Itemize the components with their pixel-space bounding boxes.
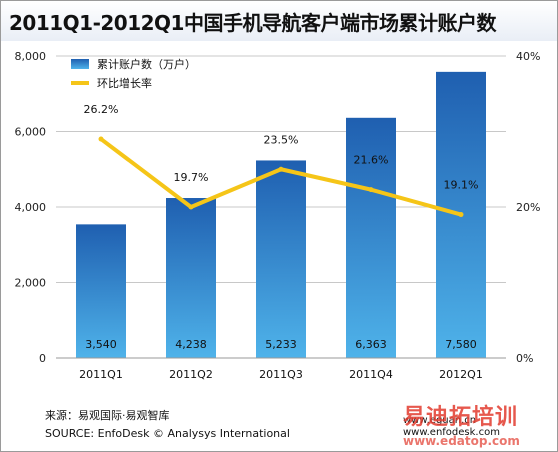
- bar: [346, 117, 396, 358]
- source-cn: 来源：易观国际·易观智库: [45, 409, 170, 422]
- growth-point: [368, 187, 374, 193]
- growth-point: [188, 204, 194, 210]
- line-layer: [98, 136, 464, 218]
- bar: [76, 224, 126, 358]
- x-tick-label: 2011Q3: [259, 368, 303, 381]
- site-url-1: www.eguan.cn: [403, 415, 477, 426]
- left-tick-label: 0: [39, 352, 46, 365]
- bar-value-label: 7,580: [445, 338, 477, 351]
- bar-value-label: 5,233: [265, 338, 297, 351]
- legend-swatch-bar: [71, 59, 89, 69]
- growth-label: 26.2%: [84, 103, 119, 116]
- growth-label: 19.1%: [444, 179, 479, 192]
- right-tick-label: 0%: [516, 352, 533, 365]
- right-tick-label: 40%: [516, 50, 540, 63]
- x-tick-label: 2011Q4: [349, 368, 393, 381]
- bar: [256, 160, 306, 358]
- label-layer: 3,540 4,238 5,233 6,363 7,580 26.2% 19.7% 23.5%…: [84, 103, 479, 351]
- x-tick-label: 2011Q2: [169, 368, 213, 381]
- growth-label: 19.7%: [174, 171, 209, 184]
- site-url-2: www.enfodesk.com: [403, 427, 500, 438]
- growth-label: 21.6%: [354, 154, 389, 167]
- growth-point: [458, 212, 464, 218]
- bar-value-label: 4,238: [175, 338, 207, 351]
- title-bar: 2011Q1-2012Q1中国手机导航客户端市场累计账户数: [1, 1, 557, 41]
- x-tick-label: 2012Q1: [439, 368, 483, 381]
- legend-label-bar: 累计账户数（万户）: [97, 57, 196, 71]
- growth-label: 23.5%: [264, 133, 299, 146]
- left-tick-label: 6,000: [15, 126, 47, 139]
- left-tick-label: 8,000: [15, 50, 47, 63]
- x-tick-label: 2011Q1: [79, 368, 123, 381]
- growth-point: [98, 136, 104, 142]
- chart-title: 2011Q1-2012Q1中国手机导航客户端市场累计账户数: [9, 11, 496, 35]
- watermark-text: 易迪拓培训: [403, 405, 519, 430]
- axis-layer: 0 2,000 4,000 6,000 8,000 0% 20% 40% 2011Q1 2011Q…: [15, 50, 541, 381]
- legend: 累计账户数（万户） 环比增长率: [71, 57, 196, 90]
- right-tick-label: 20%: [516, 201, 540, 214]
- bar-value-label: 3,540: [85, 338, 117, 351]
- growth-point: [278, 166, 284, 172]
- bar-value-label: 6,363: [355, 338, 387, 351]
- left-tick-label: 4,000: [15, 201, 47, 214]
- legend-label-line: 环比增长率: [97, 76, 152, 90]
- left-tick-label: 2,000: [15, 277, 47, 290]
- footer: 来源：易观国际·易观智库 SOURCE: EnfoDesk © Analysys…: [45, 407, 290, 443]
- source-en: SOURCE: EnfoDesk © Analysys Internationa…: [45, 427, 290, 440]
- watermark-url: www.edatop.com: [403, 434, 520, 448]
- bar: [166, 198, 216, 358]
- bar-layer: [76, 71, 486, 358]
